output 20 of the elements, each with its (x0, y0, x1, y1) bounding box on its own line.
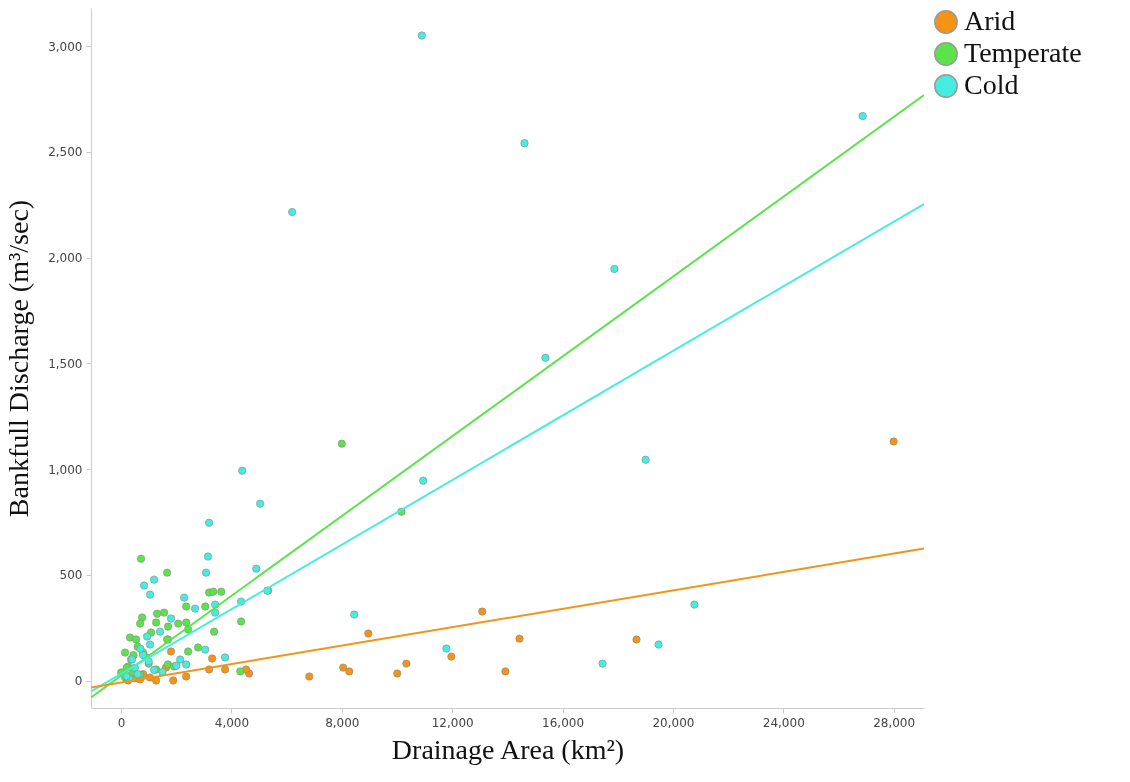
y-tick-label: 1,000 (48, 462, 83, 477)
legend-label: Cold (964, 69, 1019, 100)
y-tick-label: 2,000 (48, 251, 83, 266)
x-tick-label: 12,000 (431, 715, 474, 730)
x-tick-label: 0 (117, 715, 126, 730)
x-tick-label: 4,000 (214, 715, 250, 730)
y-axis-title: Bankfull Discharge (m³/sec) (3, 199, 35, 518)
y-tick-label: 3,000 (48, 39, 83, 54)
x-tick-label: 8,000 (325, 715, 360, 730)
x-tick-label: 20,000 (652, 715, 695, 730)
x-axis-title: Drainage Area (km²) (391, 733, 625, 765)
x-tick-label: 24,000 (762, 715, 805, 730)
legend-label: Arid (964, 5, 1016, 36)
y-tick-label: 1,500 (48, 356, 83, 371)
y-tick-label: 0 (74, 674, 83, 689)
y-tick-label: 2,500 (48, 145, 83, 160)
x-tick-label: 28,000 (873, 715, 916, 730)
y-tick-label: 500 (59, 568, 83, 583)
legend-label: Temperate (964, 37, 1082, 68)
x-tick-label: 16,000 (542, 715, 585, 730)
